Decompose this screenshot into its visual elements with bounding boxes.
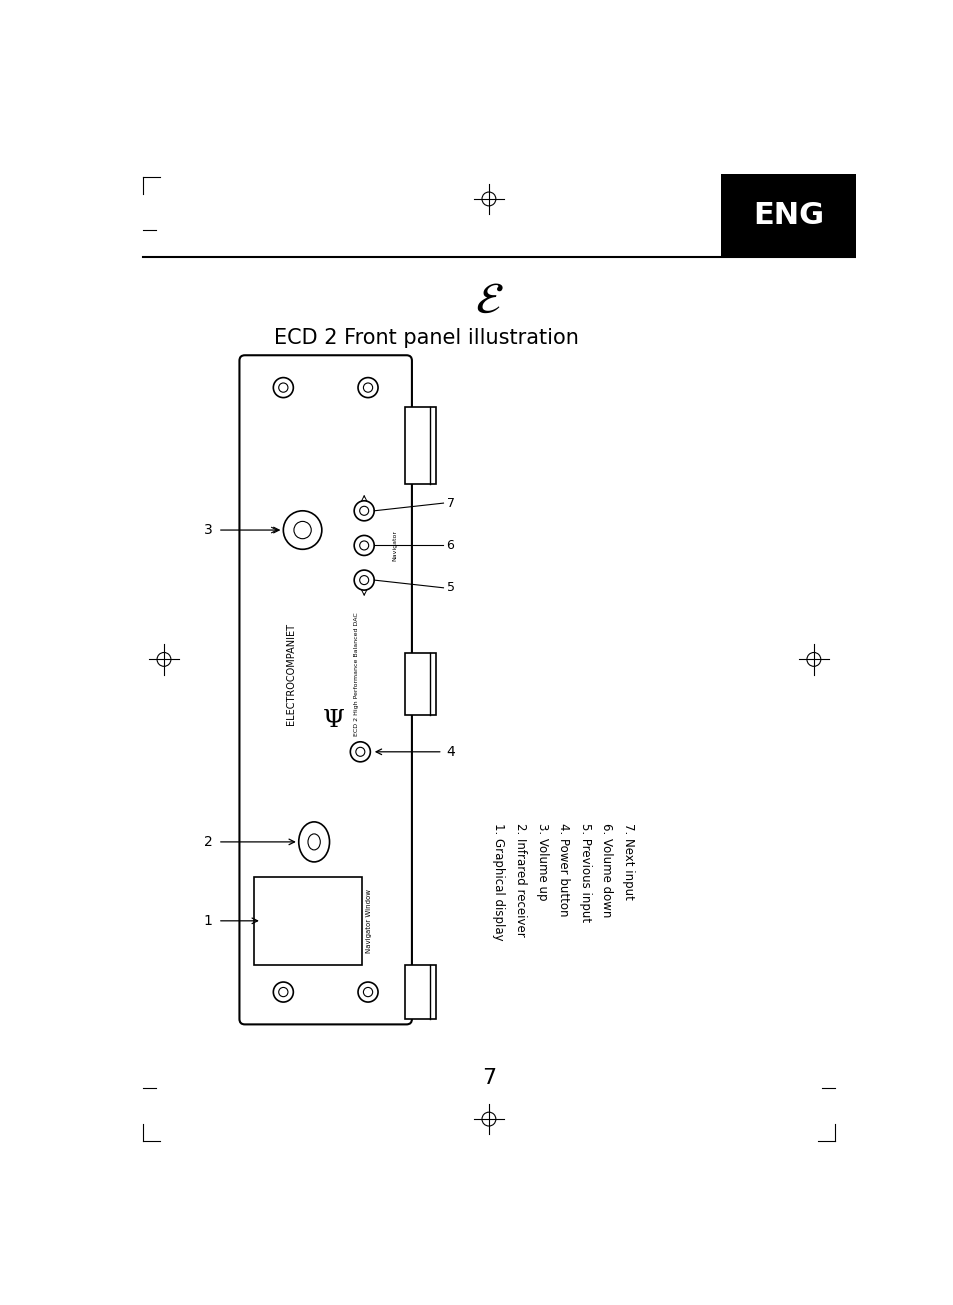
Text: ENG: ENG (752, 201, 823, 231)
Text: Navigator: Navigator (392, 530, 397, 561)
FancyBboxPatch shape (239, 355, 412, 1024)
Text: 7: 7 (481, 1069, 496, 1088)
Text: 2: 2 (204, 835, 213, 848)
Bar (405, 966, 436, 1019)
Text: 5: 5 (446, 581, 454, 594)
Text: 4. Power button: 4. Power button (557, 822, 570, 916)
Text: 1. Graphical display: 1. Graphical display (492, 822, 505, 941)
Text: 3. Volume up: 3. Volume up (535, 822, 548, 900)
Bar (253, 877, 361, 966)
Bar (405, 407, 436, 484)
Text: ECD 2 Front panel illustration: ECD 2 Front panel illustration (274, 328, 578, 347)
Text: 7. Next input: 7. Next input (621, 822, 634, 899)
Text: 4: 4 (446, 745, 455, 758)
Text: 7: 7 (446, 497, 454, 509)
Text: ELECTROCOMPANIET: ELECTROCOMPANIET (286, 624, 295, 726)
Text: 6: 6 (446, 539, 454, 552)
Bar (720, 175, 856, 257)
Bar (405, 654, 436, 715)
Text: ECD 2 High Performance Balanced DAC: ECD 2 High Performance Balanced DAC (354, 612, 358, 736)
Text: 2. Infrared receiver: 2. Infrared receiver (514, 822, 526, 937)
Text: 6. Volume down: 6. Volume down (599, 822, 613, 917)
Text: $\mathcal{E}$: $\mathcal{E}$ (474, 279, 503, 322)
Text: Navigator Window: Navigator Window (365, 889, 372, 953)
Text: 3: 3 (204, 523, 213, 538)
Text: 1: 1 (203, 913, 213, 928)
Text: 5. Previous input: 5. Previous input (578, 822, 591, 921)
Text: Ψ: Ψ (322, 709, 344, 732)
